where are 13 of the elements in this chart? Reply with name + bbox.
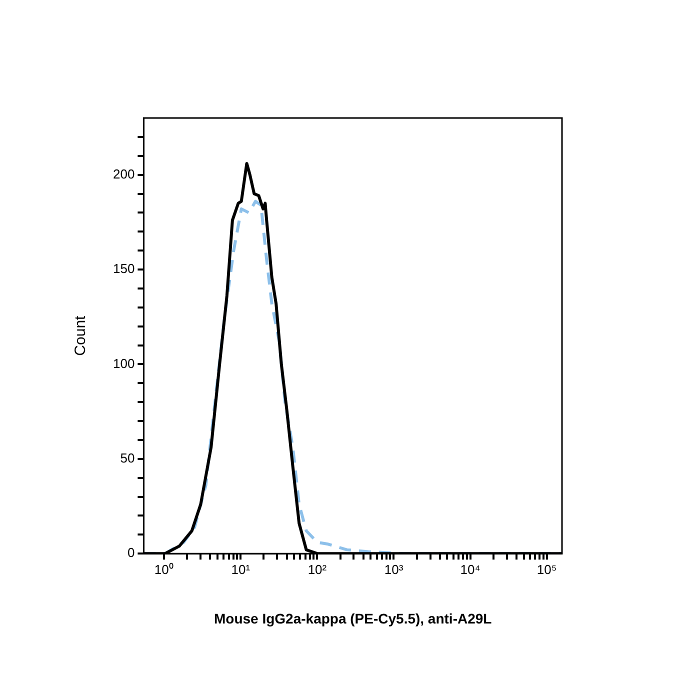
y-axis-title: Count: [72, 314, 90, 356]
x-tick-label: 10²: [308, 562, 328, 577]
y-tick-label: 100: [112, 356, 135, 371]
y-tick-label: 0: [127, 545, 135, 560]
x-tick-label: 10⁴: [460, 562, 480, 577]
y-tick-label: 50: [120, 450, 135, 466]
x-tick-label: 10¹: [231, 562, 251, 577]
x-tick-label: 10⁵: [536, 562, 557, 577]
x-axis-title: Mouse IgG2a-kappa (PE-Cy5.5), anti-A29L: [214, 610, 492, 626]
y-tick-label: 150: [112, 261, 135, 276]
x-tick-label: 10⁰: [154, 562, 174, 577]
x-tick-label: 10³: [384, 562, 404, 577]
y-tick-label: 200: [112, 166, 135, 182]
